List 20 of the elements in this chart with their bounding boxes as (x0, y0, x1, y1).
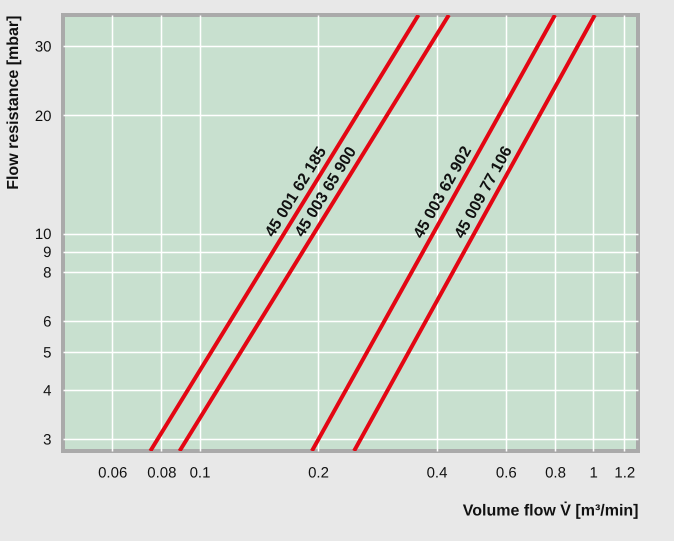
x-tick-label: 0.08 (147, 464, 176, 482)
x-tick-label: 0.1 (190, 464, 210, 482)
y-tick-label: 30 (34, 38, 52, 56)
x-tick-label: 0.6 (496, 464, 517, 482)
y-tick-label: 3 (43, 432, 52, 449)
y-tick-label: 5 (43, 344, 52, 362)
y-tick-label: 10 (34, 226, 52, 244)
x-tick-label: 1 (589, 464, 598, 482)
x-tick-label: 1.2 (614, 464, 636, 482)
x-tick-label: 0.06 (98, 464, 128, 482)
y-tick-label: 6 (43, 313, 52, 330)
x-tick-label: 0.4 (426, 464, 448, 482)
y-tick-label: 4 (43, 382, 52, 400)
x-tick-label: 0.8 (545, 464, 566, 482)
y-tick-label: 20 (34, 108, 52, 125)
y-axis-title: Flow resistance [mbar] (4, 16, 22, 190)
y-tick-label: 8 (43, 264, 52, 282)
y-tick-label: 9 (43, 244, 52, 262)
x-axis-title: Volume flow V̇ [m³/min] (462, 501, 638, 520)
x-tick-label: 0.2 (308, 464, 329, 482)
